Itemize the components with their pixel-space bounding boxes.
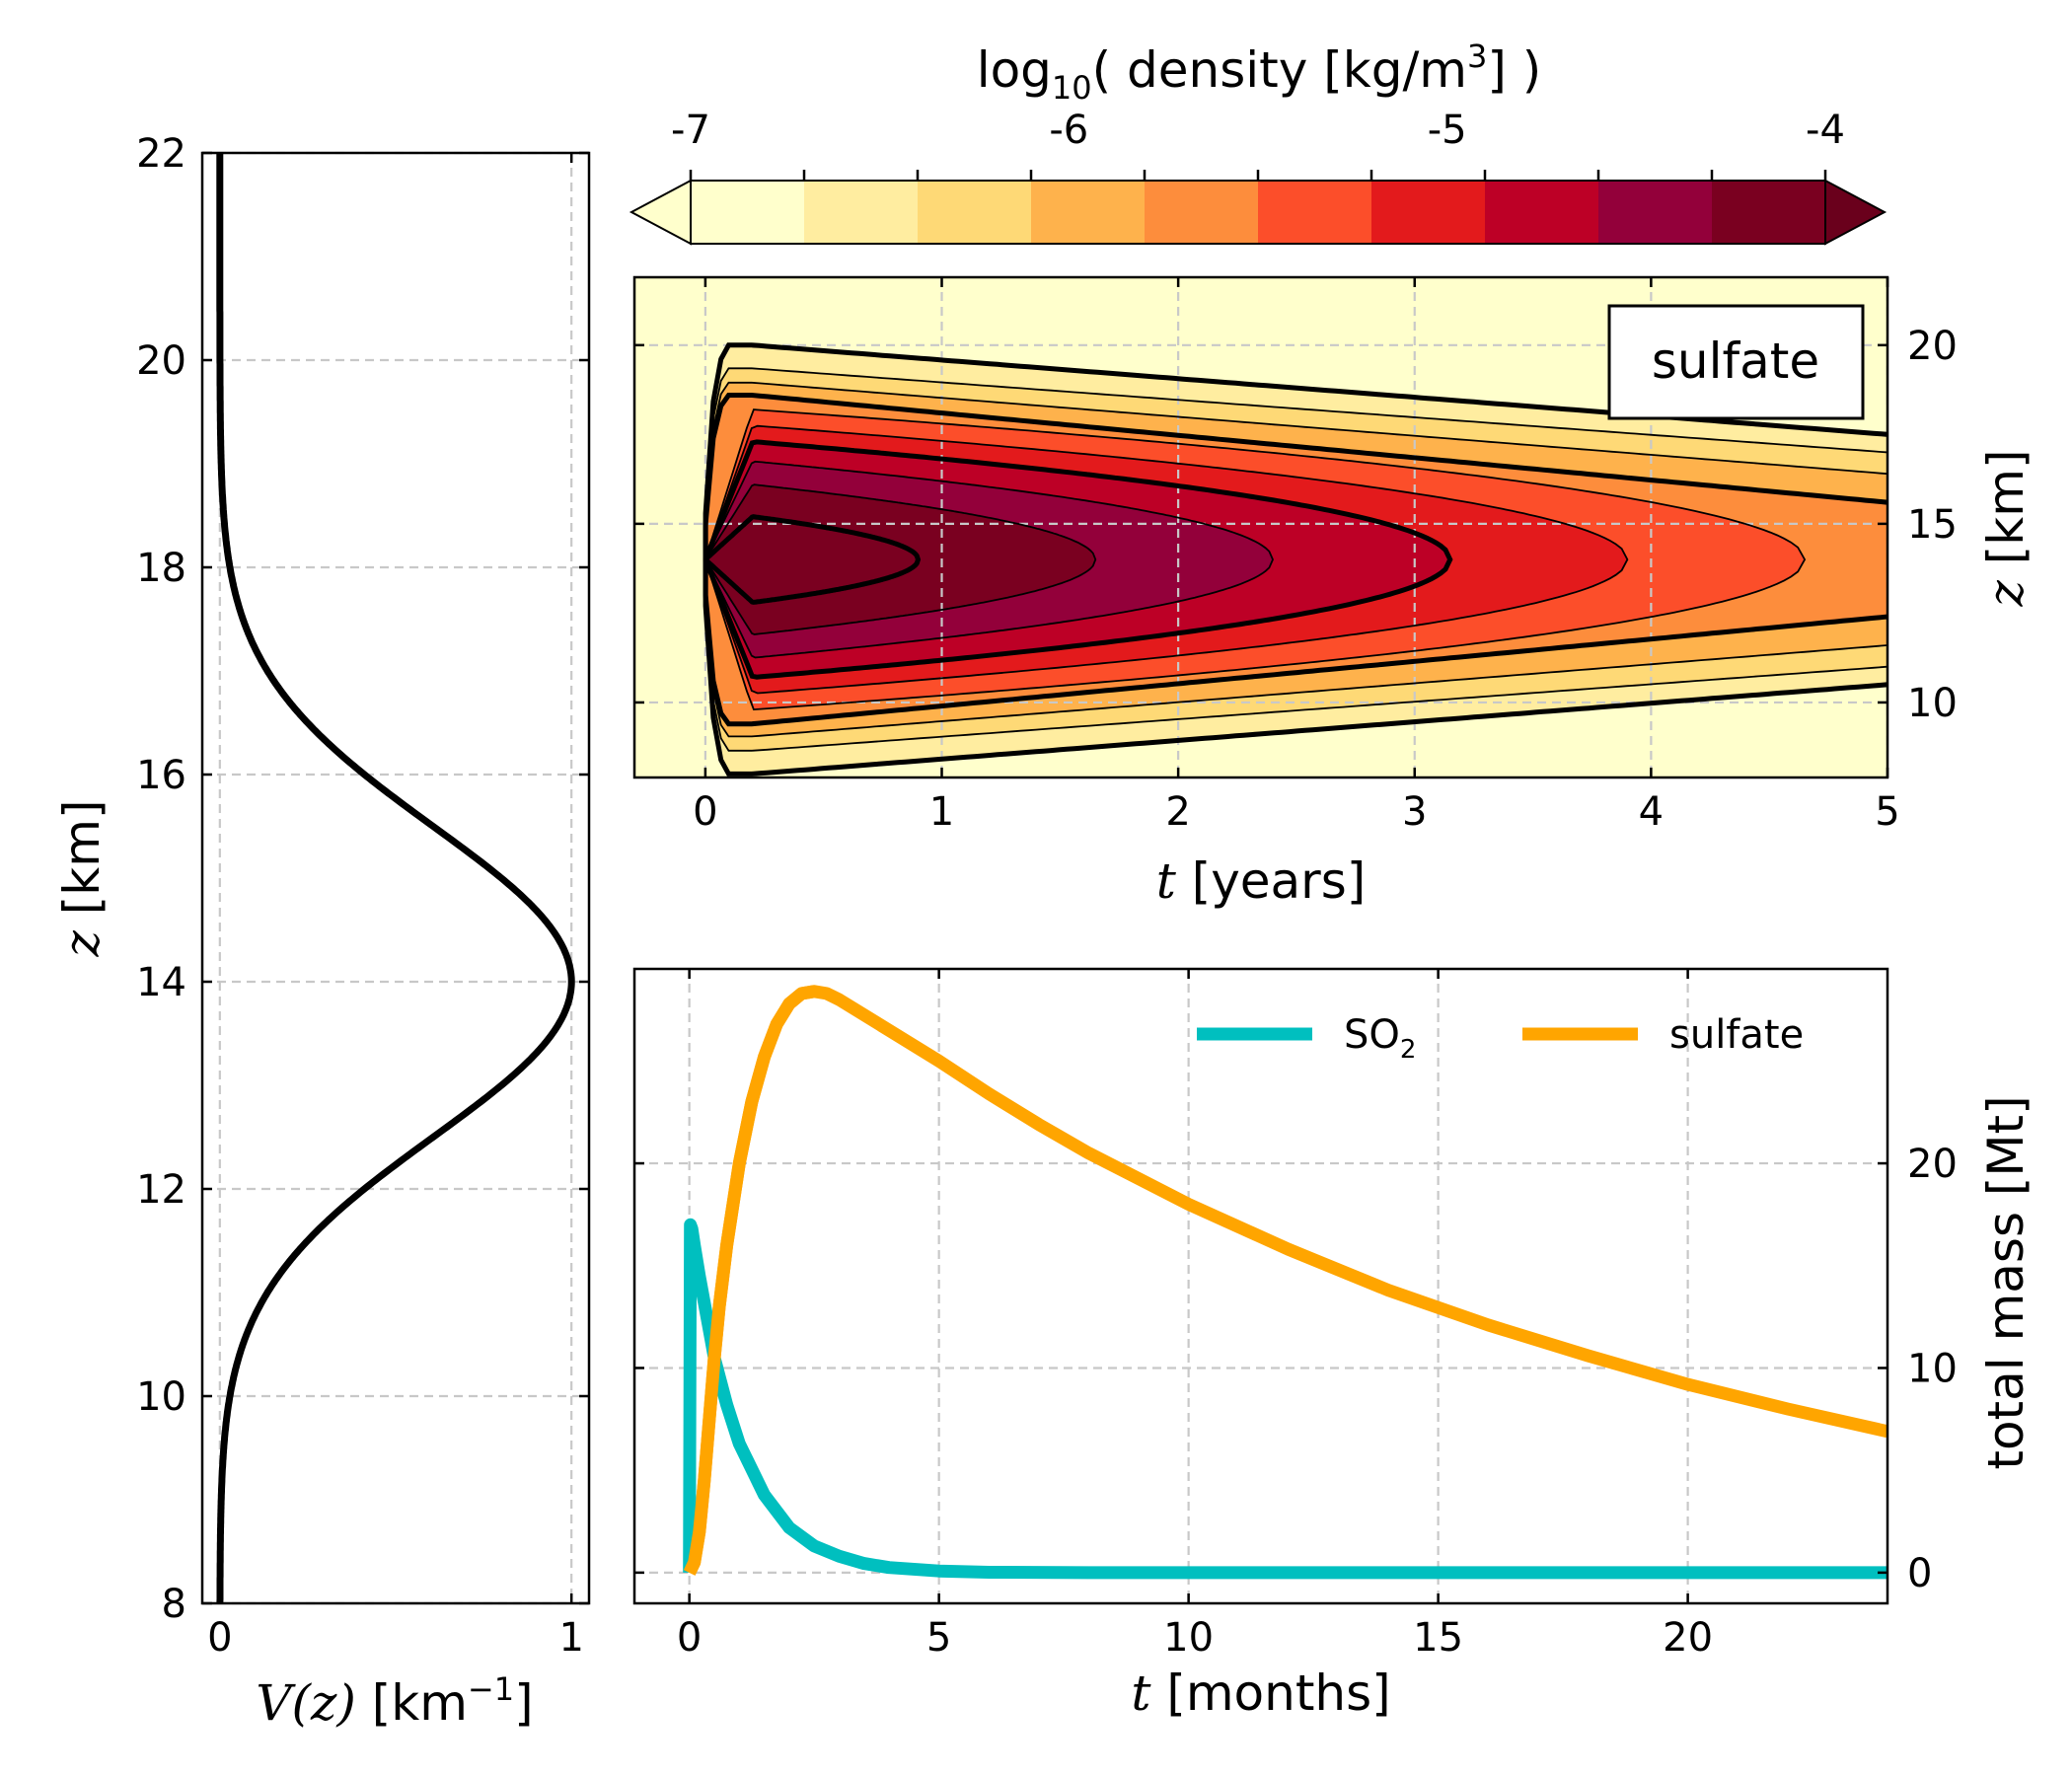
colorbar-tick-label: -6 bbox=[1049, 108, 1088, 153]
x-tick-label: 0 bbox=[693, 789, 717, 835]
colorbar-swatch bbox=[1485, 181, 1599, 244]
mass-gridlines bbox=[634, 969, 1887, 1603]
series-line-sulfate bbox=[683, 985, 1887, 1576]
x-tick-label: 20 bbox=[1663, 1615, 1713, 1661]
y-tick-label: 15 bbox=[1907, 502, 1958, 548]
colorbar-swatch bbox=[918, 181, 1032, 244]
x-tick-label: 5 bbox=[1875, 789, 1899, 835]
contour-line bbox=[704, 483, 1097, 635]
profile-x-axis-label: V(z) [km−1] bbox=[256, 1670, 533, 1732]
sulfate-annotation: sulfate bbox=[1607, 304, 1865, 420]
contour-line bbox=[704, 381, 1887, 738]
legend-label-sulfate: sulfate bbox=[1669, 1012, 1804, 1058]
y-tick-label: 10 bbox=[1907, 1346, 1958, 1391]
x-tick-label: 1 bbox=[558, 1615, 583, 1661]
x-tick-label: 0 bbox=[677, 1615, 702, 1661]
colorbar: log10( density [kg/m3] ) -7 -6 -5 -4 bbox=[629, 37, 1887, 246]
contour-line bbox=[703, 393, 1887, 727]
y-tick-label: 10 bbox=[1907, 681, 1958, 726]
contour-line bbox=[703, 514, 922, 605]
colorbar-swatch bbox=[1145, 181, 1259, 244]
x-tick-label: 3 bbox=[1402, 789, 1427, 835]
mass-axes-frame bbox=[632, 967, 1889, 1605]
series-line-so2 bbox=[683, 1218, 1887, 1580]
profile-y-axis-label: z [km] bbox=[53, 800, 111, 958]
profile-series bbox=[216, 153, 575, 1603]
colorbar-tick-label: -7 bbox=[671, 108, 710, 153]
profile-line bbox=[216, 153, 575, 1603]
y-tick-label: 22 bbox=[136, 131, 186, 177]
colorbar-extend-high bbox=[1824, 179, 1887, 246]
contour-line bbox=[704, 460, 1274, 659]
colorbar-swatch bbox=[1712, 181, 1826, 244]
y-tick-label: 20 bbox=[1907, 324, 1958, 369]
y-tick-label: 20 bbox=[136, 338, 186, 384]
colorbar-label: log10( density [kg/m3] ) bbox=[977, 37, 1542, 107]
legend-label-so2: SO2 bbox=[1344, 1012, 1416, 1065]
contour-line bbox=[704, 408, 1807, 711]
y-tick-label: 16 bbox=[136, 753, 186, 798]
x-tick-label: 10 bbox=[1163, 1615, 1214, 1661]
colorbar-swatch bbox=[1258, 181, 1372, 244]
mass-panel: 0 5 10 15 20 0 10 20 SO2 sulfate t [months] tot… bbox=[632, 967, 2035, 1722]
colorbar-tick-label: -4 bbox=[1806, 108, 1845, 153]
x-tick-label: 5 bbox=[926, 1615, 951, 1661]
y-tick-label: 10 bbox=[136, 1374, 186, 1420]
colorbar-swatch bbox=[1371, 181, 1486, 244]
colorbar-swatch bbox=[804, 181, 919, 244]
y-tick-label: 20 bbox=[1907, 1142, 1958, 1187]
x-tick-label: 0 bbox=[207, 1615, 232, 1661]
contour-ticks: 0 1 2 3 4 5 10 15 20 bbox=[634, 277, 1958, 835]
y-tick-label: 14 bbox=[136, 960, 186, 1005]
mass-ticks: 0 5 10 15 20 0 10 20 bbox=[634, 969, 1958, 1661]
mass-x-axis-label: t [months] bbox=[1131, 1665, 1390, 1722]
colorbar-swatch bbox=[1598, 181, 1713, 244]
contour-line bbox=[704, 424, 1629, 695]
contour-line bbox=[703, 439, 1453, 680]
contour-axes-frame bbox=[632, 275, 1889, 779]
x-tick-label: 15 bbox=[1413, 1615, 1463, 1661]
y-tick-label: 18 bbox=[136, 546, 186, 591]
mass-series bbox=[683, 985, 1887, 1580]
profile-gridlines bbox=[202, 151, 589, 1605]
contour-fill-band bbox=[705, 516, 919, 603]
annotation-text: sulfate bbox=[1652, 333, 1819, 390]
series-line-sulfate-rise bbox=[683, 985, 816, 1576]
annotation-box bbox=[1607, 304, 1865, 420]
contour-x-axis-label: t [years] bbox=[1156, 852, 1367, 910]
colorbar-swatch bbox=[1031, 181, 1146, 244]
y-tick-label: 12 bbox=[136, 1167, 186, 1213]
x-tick-label: 1 bbox=[929, 789, 954, 835]
y-tick-label: 0 bbox=[1907, 1551, 1932, 1596]
density-contour-panel: 0 1 2 3 4 5 10 15 20 sulfate t [years] z [km] bbox=[632, 275, 2035, 910]
colorbar-swatches: -7 -6 -5 -4 bbox=[629, 108, 1887, 246]
contour-line bbox=[703, 342, 1887, 777]
x-tick-label: 2 bbox=[1165, 789, 1190, 835]
y-tick-label: 8 bbox=[162, 1582, 186, 1627]
legend: SO2 sulfate bbox=[1197, 1012, 1804, 1065]
colorbar-extend-low bbox=[629, 179, 692, 246]
contour-y-axis-label: z [km] bbox=[1977, 450, 2035, 608]
profile-axes-frame bbox=[200, 151, 591, 1605]
contour-lines bbox=[703, 342, 1887, 777]
mass-y-axis-label: total mass [Mt] bbox=[1977, 1095, 2035, 1469]
colorbar-swatch bbox=[691, 181, 805, 244]
colorbar-tick-label: -5 bbox=[1428, 108, 1467, 153]
contour-line bbox=[704, 367, 1887, 752]
x-tick-label: 4 bbox=[1639, 789, 1664, 835]
